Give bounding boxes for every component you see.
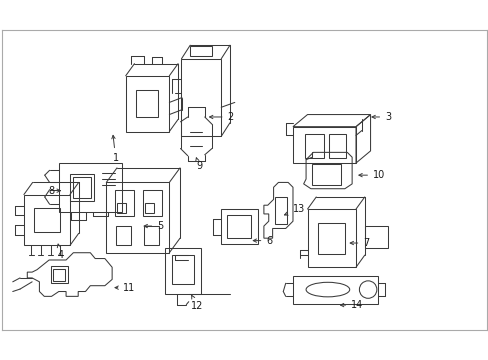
Bar xyxy=(164,248,201,294)
Bar xyxy=(115,190,134,216)
Bar xyxy=(226,215,251,238)
Text: 6: 6 xyxy=(253,235,272,246)
Bar xyxy=(145,203,154,213)
Bar xyxy=(59,163,122,212)
Text: 13: 13 xyxy=(284,204,305,215)
Text: 4: 4 xyxy=(57,244,64,260)
Bar xyxy=(292,275,377,303)
Bar xyxy=(329,134,346,158)
Text: 12: 12 xyxy=(191,295,203,311)
Bar xyxy=(52,269,64,281)
Bar xyxy=(70,174,94,201)
Bar xyxy=(190,46,211,57)
Bar xyxy=(144,226,159,246)
Bar xyxy=(142,190,162,216)
Text: 7: 7 xyxy=(349,238,369,248)
Bar xyxy=(307,209,355,267)
Text: 3: 3 xyxy=(371,112,390,122)
Bar xyxy=(73,177,91,198)
Text: 2: 2 xyxy=(209,112,233,122)
Text: 9: 9 xyxy=(195,158,202,171)
Text: 1: 1 xyxy=(112,135,119,163)
Text: 5: 5 xyxy=(144,221,163,231)
Bar xyxy=(181,59,221,136)
Bar xyxy=(125,76,169,131)
Text: 8: 8 xyxy=(48,186,60,196)
Bar xyxy=(50,266,67,283)
Text: 10: 10 xyxy=(358,170,385,180)
Bar xyxy=(106,183,169,253)
Bar xyxy=(136,90,158,117)
Bar xyxy=(318,223,344,254)
Bar xyxy=(117,203,126,213)
Text: 14: 14 xyxy=(340,300,363,310)
Bar xyxy=(305,134,324,158)
Bar xyxy=(171,255,193,284)
Bar xyxy=(24,194,70,246)
Bar xyxy=(292,127,355,163)
Text: 11: 11 xyxy=(115,283,135,293)
Bar xyxy=(116,226,130,246)
Bar xyxy=(221,209,257,244)
Bar xyxy=(274,197,286,224)
Bar xyxy=(312,165,341,185)
Bar xyxy=(34,208,60,232)
Bar xyxy=(364,226,387,248)
